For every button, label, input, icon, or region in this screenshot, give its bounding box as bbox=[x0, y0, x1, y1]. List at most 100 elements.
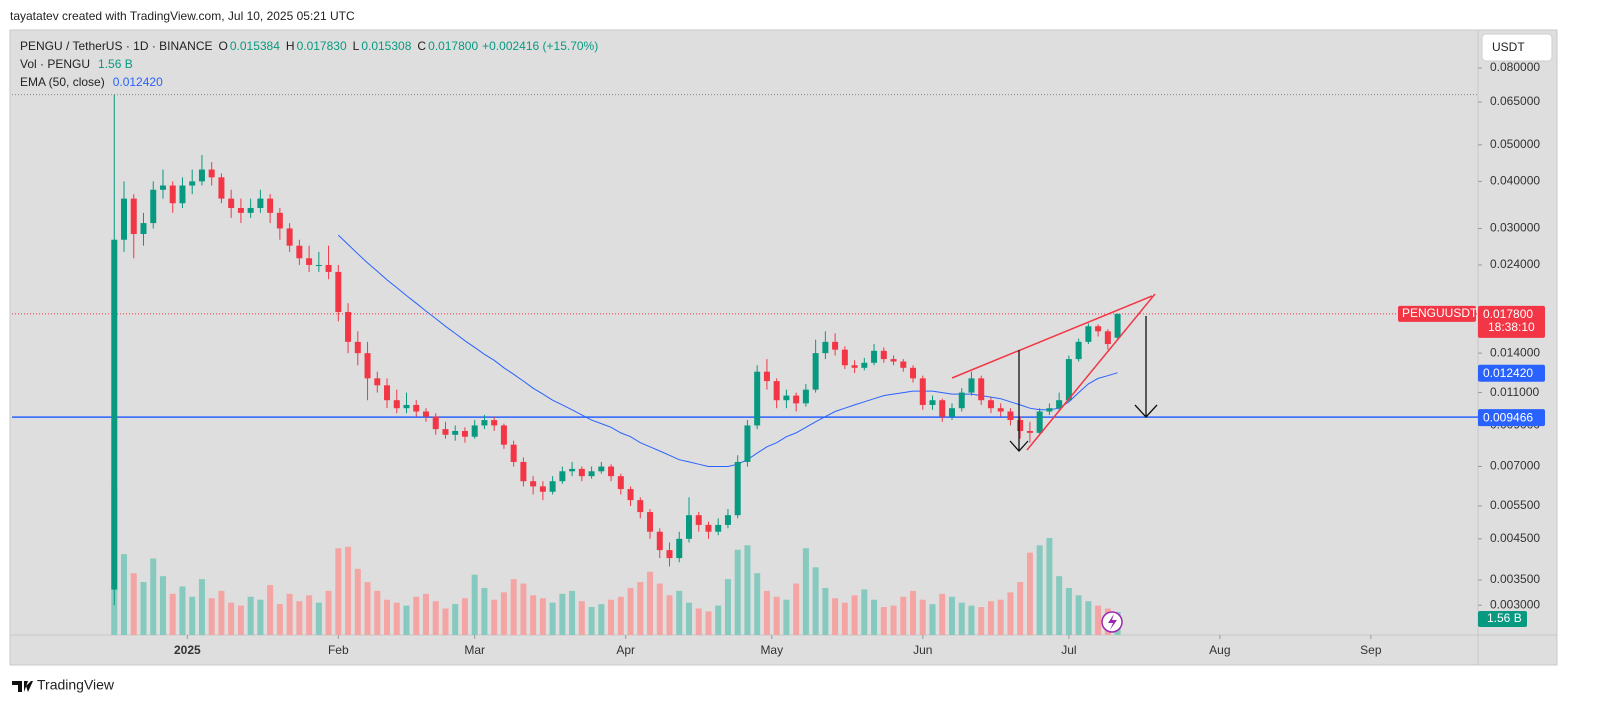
arrow bbox=[1009, 350, 1029, 452]
volume-bar bbox=[1065, 587, 1072, 635]
candle-body bbox=[880, 350, 887, 360]
candle-body bbox=[948, 408, 955, 417]
candle-body bbox=[140, 223, 147, 234]
candle-body bbox=[276, 212, 283, 229]
candle-body bbox=[656, 531, 663, 551]
volume-bar bbox=[627, 587, 634, 635]
volume-bar bbox=[481, 587, 488, 635]
volume-bar bbox=[539, 598, 546, 635]
volume-bar bbox=[150, 558, 157, 635]
candle-body bbox=[647, 512, 654, 532]
currency-label[interactable]: USDT bbox=[1492, 40, 1525, 54]
volume-bar bbox=[510, 579, 517, 635]
volume-bar bbox=[987, 601, 994, 635]
candle-body bbox=[793, 395, 800, 404]
volume-bar bbox=[705, 611, 712, 635]
candle-body bbox=[851, 365, 858, 368]
volume-bar bbox=[783, 599, 790, 635]
candle-body bbox=[130, 198, 137, 234]
credit: tayatatev created with TradingView.com, … bbox=[10, 9, 355, 23]
volume-bar bbox=[578, 601, 585, 635]
symbol: PENGU / TetherUS · 1D · BINANCE bbox=[20, 39, 213, 53]
candle-body bbox=[481, 420, 488, 426]
volume-bar bbox=[315, 602, 322, 635]
key: L bbox=[353, 39, 360, 53]
candle-body bbox=[335, 271, 342, 313]
arrow bbox=[1134, 316, 1158, 418]
key: C bbox=[417, 39, 426, 53]
volume-bar bbox=[335, 548, 342, 635]
volume-bar bbox=[851, 595, 858, 635]
volume-bar bbox=[1085, 601, 1092, 635]
candle-body bbox=[900, 361, 907, 368]
candle-body bbox=[1017, 420, 1024, 431]
candle-body bbox=[208, 169, 215, 178]
x-tick-label: Apr bbox=[616, 643, 635, 657]
y-tick-label: 0.065000 bbox=[1490, 94, 1540, 108]
candle-body bbox=[432, 416, 439, 430]
y-tick-label: 0.040000 bbox=[1490, 174, 1540, 188]
volume-bar bbox=[763, 590, 770, 635]
candle-body bbox=[325, 264, 332, 272]
y-tick-label: 0.004500 bbox=[1490, 531, 1540, 545]
volume-bar bbox=[228, 602, 235, 635]
candle-body bbox=[1065, 359, 1072, 401]
volume-bar bbox=[890, 605, 897, 635]
candle-body bbox=[734, 461, 741, 516]
volume-bar bbox=[685, 602, 692, 635]
candle-body bbox=[1007, 411, 1014, 421]
y-tick-label: 0.080000 bbox=[1490, 60, 1540, 74]
candle-body bbox=[1046, 408, 1053, 412]
candle-body bbox=[257, 198, 264, 208]
volume-bar bbox=[520, 583, 527, 635]
candle-body bbox=[598, 466, 605, 472]
key: O bbox=[219, 39, 228, 53]
candle-body bbox=[189, 181, 196, 186]
volume-bar bbox=[276, 604, 283, 635]
ema-line bbox=[337, 234, 1118, 467]
candle-body bbox=[549, 481, 556, 492]
volume-bar bbox=[1017, 582, 1024, 635]
candle-body bbox=[841, 349, 848, 366]
candle-body bbox=[442, 429, 449, 435]
volume-bar bbox=[647, 571, 654, 635]
volume-name: Vol · PENGU bbox=[20, 57, 90, 71]
candle-body bbox=[296, 245, 303, 259]
currency-button[interactable] bbox=[1481, 33, 1553, 62]
volume-bar bbox=[968, 605, 975, 635]
volume-bar bbox=[754, 573, 761, 635]
volume-bar bbox=[491, 599, 498, 635]
volume-bar bbox=[208, 598, 215, 635]
candle-body bbox=[121, 198, 128, 240]
candle-body bbox=[997, 408, 1004, 412]
candle-body bbox=[471, 425, 478, 437]
value: 0.017800 bbox=[428, 39, 478, 53]
candle-body bbox=[802, 389, 809, 404]
volume-bar bbox=[608, 599, 615, 635]
candle-body bbox=[393, 400, 400, 409]
last-price-label: 0.017800 bbox=[1483, 307, 1533, 321]
volume-bar bbox=[861, 589, 868, 635]
candle-body bbox=[1026, 430, 1033, 433]
candle-body bbox=[705, 524, 712, 532]
legend: PENGU / TetherUS · 1D · BINANCE O 0.015384… bbox=[20, 39, 598, 89]
volume-bar bbox=[900, 596, 907, 635]
volume-bar bbox=[374, 590, 381, 635]
volume-bar bbox=[500, 592, 507, 635]
candle-body bbox=[559, 471, 566, 482]
volume-bar bbox=[588, 607, 595, 635]
volume-bar bbox=[1046, 537, 1053, 635]
volume-bar bbox=[773, 596, 780, 635]
candle-body bbox=[539, 486, 546, 492]
candle-body bbox=[461, 430, 468, 437]
volume-bar bbox=[978, 607, 985, 635]
y-tick-label: 0.007000 bbox=[1490, 459, 1540, 473]
candle-body bbox=[520, 461, 527, 482]
volume-bar bbox=[530, 595, 537, 635]
volume-bar bbox=[218, 590, 225, 635]
y-tick-label: 0.014000 bbox=[1490, 345, 1540, 359]
volume-bar bbox=[549, 602, 556, 635]
candle-body bbox=[822, 341, 829, 354]
hline-price-box bbox=[1478, 409, 1545, 427]
volume-bar bbox=[325, 590, 332, 635]
